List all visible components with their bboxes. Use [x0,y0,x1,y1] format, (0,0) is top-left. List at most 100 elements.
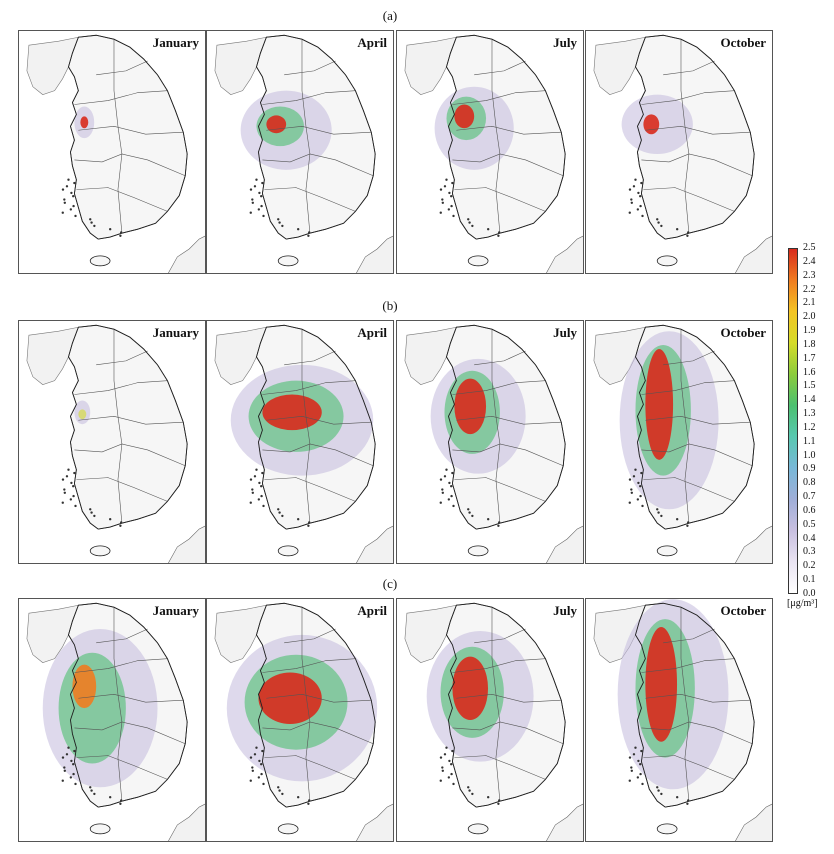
island-dot [258,191,261,195]
map-panel: October [585,598,773,842]
island-dot [93,792,96,796]
island-dot [657,511,660,514]
island-dot [90,511,93,514]
map-panel: July [396,598,584,842]
coastline [255,34,376,240]
island-dot [69,498,73,501]
province-boundary [74,380,168,395]
land-north [26,326,79,385]
concentration-blob [266,115,287,134]
island-dot [447,498,451,501]
island-dot [636,776,640,779]
colorbar-tick-label: 2.1 [803,297,816,309]
province-boundary [474,60,526,76]
jeju-island [656,545,678,557]
month-label: October [720,35,766,50]
island-dot [73,749,76,753]
island-dot [277,218,280,221]
colorbar-tick-label: 0.9 [803,463,816,475]
island-dot [260,772,263,776]
island-dot [447,776,451,779]
island-dot [120,799,123,802]
island-dot [72,195,75,198]
island-dot [641,504,644,508]
island-dot [450,494,453,498]
island-dot [249,188,253,191]
island-dot [63,769,66,772]
island-dot [260,763,263,766]
island-dot [467,218,470,221]
island-dot [445,746,448,749]
colorbar-tick-label: 0.4 [803,532,816,544]
island-dot [277,508,280,511]
map-panel: July [396,30,584,274]
land-north [214,36,267,95]
island-dot [630,491,633,494]
island-dot [249,478,253,481]
island-dot [687,231,690,234]
province-boundary [113,39,123,234]
province-boundary [96,60,148,76]
island-dot [65,475,69,478]
province-boundary [113,329,123,524]
island-dot [636,208,640,211]
colorbar-tick-label: 0.8 [803,477,816,489]
island-dot [641,214,644,218]
province-boundary [491,39,501,234]
island-dot [639,485,642,488]
province-boundary [264,187,356,212]
island-dot [639,763,642,766]
province-boundary [641,380,735,395]
island-dot [439,211,442,214]
province-boundary [76,187,168,212]
island-dot [251,201,254,204]
island-dot [308,799,311,802]
jeju-island [656,255,678,267]
colorbar-tick-label: 0.1 [803,574,816,586]
island-dot [70,759,73,763]
island-dot [72,494,75,498]
island-dot [258,759,261,763]
island-dot [63,766,66,769]
island-dot [630,488,633,491]
japan-land [356,525,393,563]
island-dot [278,511,281,514]
province-boundary [264,477,356,502]
island-dot [262,214,265,218]
province-boundary [284,60,336,76]
island-dot [261,181,264,185]
japan-land [546,803,583,841]
island-dot [660,514,663,518]
province-boundary [454,187,546,212]
concentration-blob [72,664,97,709]
island-dot [255,468,258,471]
island-dot [471,514,474,518]
map-panel: April [206,320,394,564]
island-dot [119,524,122,527]
colorbar-tick-label: 2.4 [803,255,816,267]
map-svg [26,324,205,563]
province-boundary [76,477,168,502]
province-boundary [645,125,751,135]
province-boundary [645,693,751,703]
island-dot [630,198,633,201]
island-dot [443,475,447,478]
land-north [593,36,646,95]
map-panel: January [18,30,206,274]
province-boundary [284,350,336,366]
concentration-blob [258,672,322,724]
row-label: (c) [382,576,398,591]
island-dot [249,756,253,759]
island-dot [296,228,300,231]
island-dot [67,178,70,181]
island-dot [468,221,471,224]
coastline [255,324,376,530]
island-dot [450,772,453,776]
province-boundary [641,658,735,673]
island-dot [686,802,689,805]
island-dot [73,181,76,185]
island-dot [445,178,448,181]
land-north [404,604,457,663]
concentration-blob [452,656,489,721]
island-dot [249,211,252,214]
